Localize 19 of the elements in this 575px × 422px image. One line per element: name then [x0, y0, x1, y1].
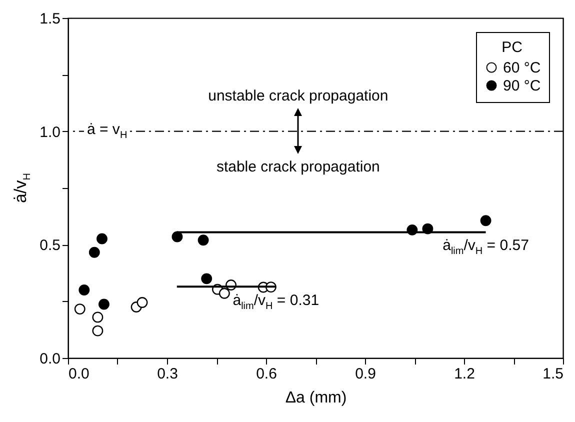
ref-line-label: ȧ = v$_{H}$ — [84, 121, 130, 142]
legend-label: 60 °C — [503, 60, 541, 76]
x-tick-label: 0.6 — [256, 366, 277, 382]
y-tick-label: 0.5 — [40, 237, 60, 254]
legend-title: PC — [502, 39, 523, 56]
y-tick-label: 1.0 — [40, 124, 60, 141]
y-tick-label: 0.0 — [40, 350, 60, 368]
x-tick-label: 0.0 — [68, 366, 90, 382]
y-tick-label: 1.5 — [40, 10, 60, 28]
x-tick-label: 0.9 — [355, 366, 376, 382]
x-tick-label: 1.5 — [542, 366, 564, 382]
x-axis-title: Δa (mm) — [285, 390, 347, 406]
series-label: ȧ$_{lim}$/v$_{H}$ = 0.31 — [232, 292, 320, 312]
legend-label: 90 °C — [503, 78, 541, 94]
annotation: unstable crack propagation — [208, 88, 388, 105]
x-tick-label: 1.2 — [454, 366, 475, 382]
x-tick-label: 0.3 — [157, 366, 178, 382]
annotation: stable crack propagation — [216, 158, 380, 176]
series-label: ȧ$_{lim}$/v$_{H}$ = 0.57 — [442, 237, 529, 258]
